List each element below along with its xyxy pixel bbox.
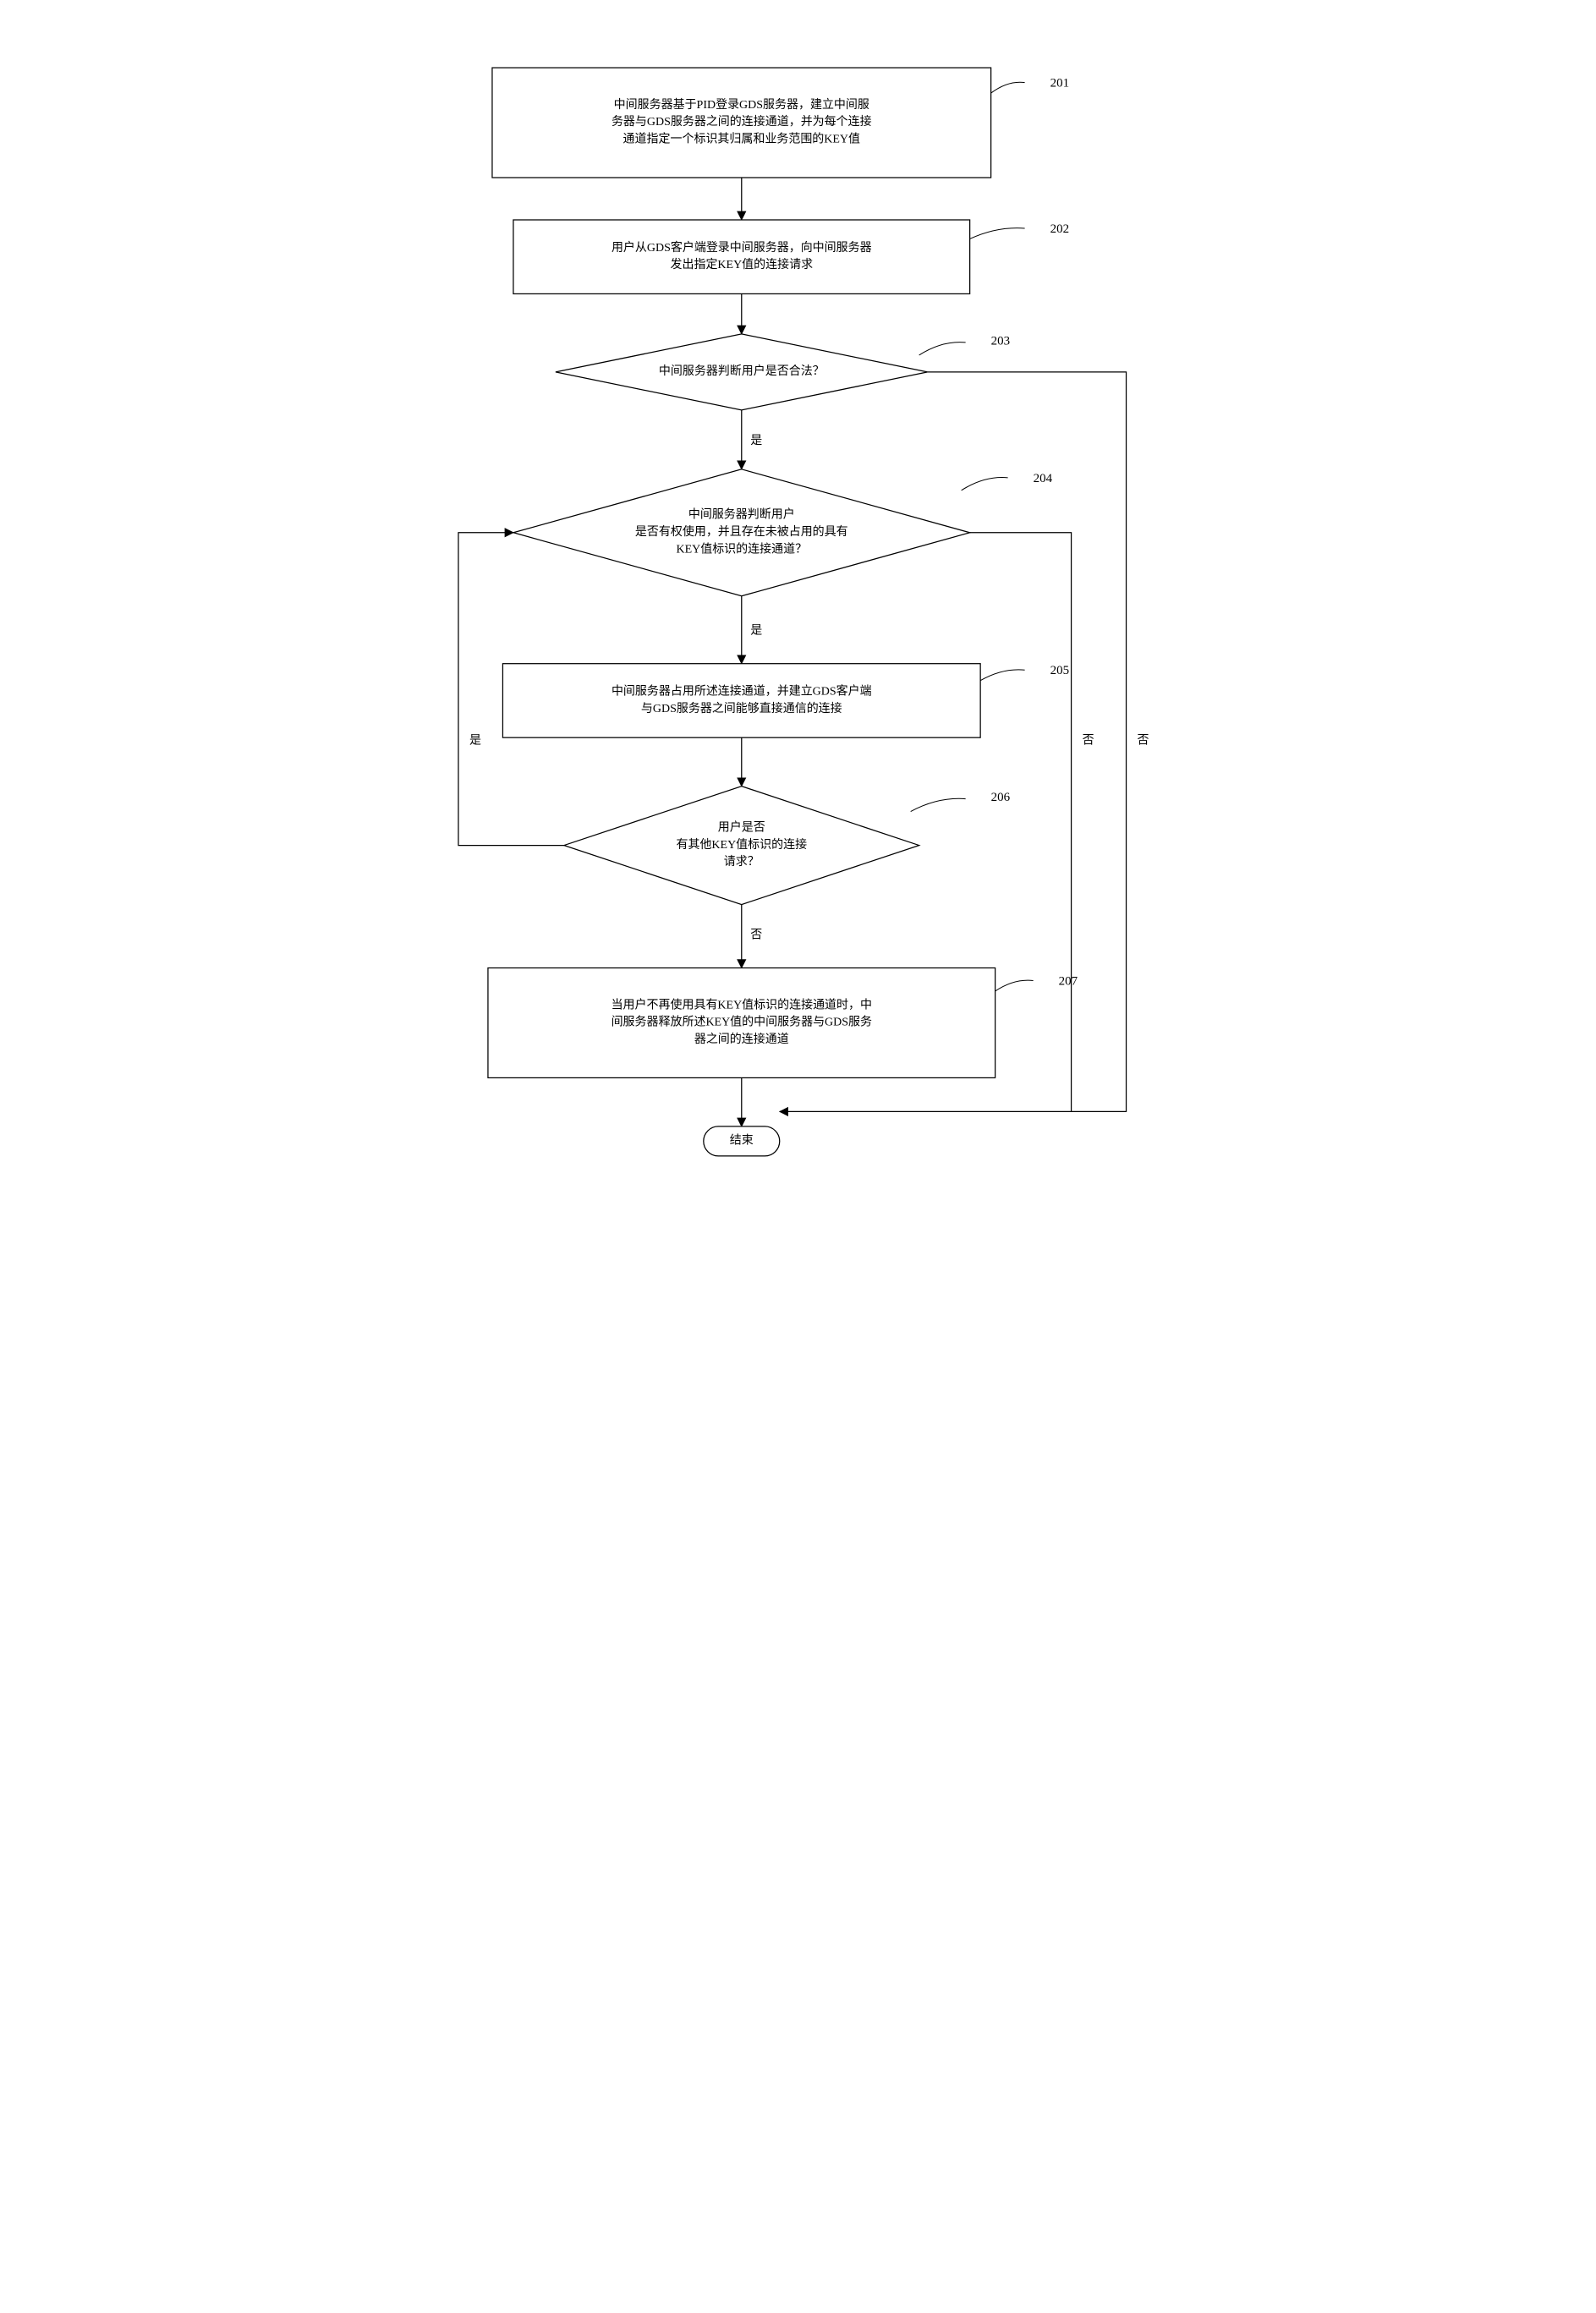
process-n207-line-1: 间服务器释放所述KEY值的中间服务器与GDS服务 [612, 1016, 872, 1029]
edge-label-7: 否 [1138, 735, 1149, 748]
decision-n206-line-2: 请求？ [724, 855, 760, 869]
decision-n204-line-1: 是否有权使用，并且存在未被占用的具有 [635, 524, 848, 539]
decision-n206-line-0: 用户是否 [718, 820, 765, 835]
process-n207-line-0: 当用户不再使用具有KEY值标识的连接通道时，中 [612, 997, 872, 1011]
process-n202-line-0: 用户从GDS客户端登录中间服务器，向中间服务器 [612, 240, 872, 255]
leader-line-5 [911, 798, 966, 811]
process-n205-line-1: 与GDS服务器之间能够直接通信的连接 [641, 701, 842, 715]
leader-line-3 [962, 478, 1008, 491]
process-n202 [513, 220, 970, 293]
step-label-n203: 203 [991, 334, 1010, 348]
process-n205 [502, 664, 980, 737]
edge-label-3: 是 [750, 625, 762, 638]
decision-n204-line-0: 中间服务器判断用户 [688, 507, 795, 522]
edge-label-8: 否 [1083, 735, 1094, 748]
edge-label-2: 是 [750, 435, 762, 447]
process-n201-line-2: 通道指定一个标识其归属和业务范围的KEY值 [623, 132, 860, 146]
decision-n203-line-0: 中间服务器判断用户是否合法？ [659, 364, 825, 378]
process-n202-line-1: 发出指定KEY值的连接请求 [670, 257, 813, 271]
edge-label-5: 否 [750, 929, 762, 942]
process-n201-line-1: 务器与GDS服务器之间的连接通道，并为每个连接 [612, 114, 872, 129]
step-label-n201: 201 [1050, 77, 1069, 90]
step-label-n204: 204 [1034, 472, 1053, 485]
edge-label-9: 是 [469, 735, 481, 748]
step-label-n205: 205 [1050, 664, 1069, 677]
leader-line-6 [995, 980, 1034, 991]
leader-line-0 [991, 82, 1025, 93]
process-n205-line-0: 中间服务器占用所述连接通道，并建立GDS客户端 [612, 683, 872, 698]
step-label-n206: 206 [991, 791, 1011, 804]
terminator-end-text: 结束 [730, 1134, 754, 1148]
leader-line-4 [980, 670, 1024, 681]
decision-n204-line-2: KEY值标识的连接通道？ [676, 541, 807, 556]
process-n201-line-0: 中间服务器基于PID登录GDS服务器，建立中间服 [614, 97, 869, 112]
step-label-n202: 202 [1050, 222, 1069, 236]
flowchart-canvas: 是是否否否是 中间服务器基于PID登录GDS服务器，建立中间服务器与GDS服务器… [399, 17, 1197, 1173]
leader-line-1 [970, 228, 1025, 239]
step-label-n207: 207 [1059, 975, 1078, 989]
process-n207-line-2: 器之间的连接通道 [694, 1032, 789, 1046]
leader-line-2 [919, 343, 966, 355]
decision-n206-line-1: 有其他KEY值标识的连接 [676, 837, 807, 852]
